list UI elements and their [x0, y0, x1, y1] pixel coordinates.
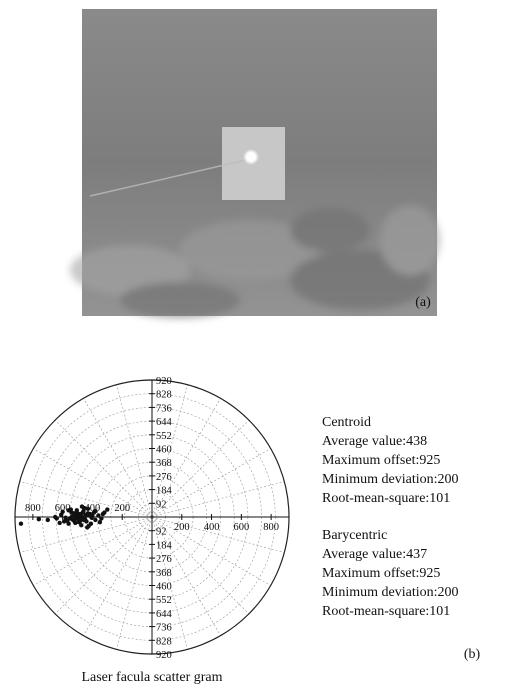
point	[53, 515, 57, 519]
y-tick-label: 276	[156, 554, 172, 565]
y-tick-label: 460	[156, 445, 172, 456]
stats-heading: Barycentric	[322, 528, 387, 543]
point	[102, 510, 106, 514]
x-tick-label: 400	[204, 522, 220, 533]
y-tick-label: 368	[156, 458, 172, 469]
y-tick-label: 828	[156, 636, 172, 647]
point	[46, 518, 50, 522]
point	[99, 516, 103, 520]
y-tick-label: 184	[156, 486, 173, 497]
stats-line: Average value:438	[322, 434, 427, 449]
point	[93, 509, 97, 513]
spoke	[33, 517, 152, 586]
point	[79, 523, 83, 527]
y-tick-label: 736	[156, 623, 172, 634]
stats-line: Maximum offset:925	[322, 566, 440, 581]
point	[74, 513, 78, 517]
y-tick-label: 736	[156, 403, 172, 414]
point	[19, 522, 23, 526]
plot: 920 828 736 644 552 460 368 276 184 92 92 184 276 368…	[15, 376, 289, 685]
page: {"panel_a": {"label": "(a)"}, "chart_dat…	[0, 0, 518, 689]
spoke	[152, 482, 284, 517]
point	[69, 515, 73, 519]
stats-line: Minimum deviation:200	[322, 585, 459, 600]
point	[37, 517, 41, 521]
point	[85, 525, 89, 529]
stats-line: Root-mean-square:101	[322, 491, 450, 506]
point	[93, 518, 97, 522]
x-tick-label: 800	[25, 503, 41, 514]
chart-title: Laser facula scatter gram	[81, 670, 222, 685]
point	[57, 521, 61, 525]
y-tick-label: 184	[156, 540, 173, 551]
y-tick-label: 644	[156, 609, 173, 620]
y-tick-label: 368	[156, 568, 172, 579]
stats-line: Average value:437	[322, 547, 427, 562]
y-tick-label: 92	[156, 527, 167, 538]
y-tick-label: 828	[156, 390, 172, 401]
panel-label: (a)	[415, 295, 431, 310]
stats-line: Minimum deviation:200	[322, 472, 459, 487]
y-tick-label: 552	[156, 431, 172, 442]
y-tick-label: 460	[156, 582, 172, 593]
point	[60, 510, 64, 514]
stats-line: Root-mean-square:101	[322, 604, 450, 619]
point	[80, 504, 84, 508]
point	[81, 510, 85, 514]
y-tick-label: 920	[156, 376, 172, 387]
y-tick-label: 276	[156, 472, 172, 483]
x-tick-label: 200	[174, 522, 190, 533]
spoke	[84, 398, 153, 517]
y-tick-label: 92	[156, 499, 167, 510]
point	[82, 518, 86, 522]
point	[72, 519, 76, 523]
stats-heading: Centroid	[322, 415, 371, 430]
stats: Centroid Average value:438 Maximum offset:…	[322, 415, 459, 619]
spoke	[84, 517, 153, 636]
x-tick-label: 600	[233, 522, 249, 533]
figure: (a) 920 828 736 644 552 460 368 276 184 92 92 184 27…	[0, 0, 518, 689]
x-tick-label: 200	[114, 503, 130, 514]
point	[62, 519, 66, 523]
point	[66, 522, 70, 526]
point	[86, 511, 90, 515]
stats-line: Maximum offset:925	[322, 453, 440, 468]
y-tick-label: 920	[156, 650, 172, 661]
point	[86, 507, 90, 511]
x-tick-label: 800	[263, 522, 279, 533]
y-tick-label: 644	[156, 417, 173, 428]
y-tick-label: 552	[156, 595, 172, 606]
point	[78, 519, 82, 523]
panel-label: (b)	[464, 647, 481, 662]
photo: (a)	[70, 9, 440, 318]
point	[66, 508, 70, 512]
